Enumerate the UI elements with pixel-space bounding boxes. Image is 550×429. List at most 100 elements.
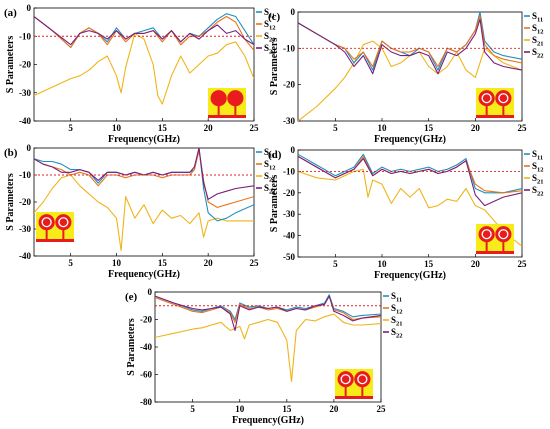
antenna-feed: [62, 228, 65, 242]
antenna-feed: [234, 104, 237, 118]
y-tick-label: -30: [283, 209, 295, 219]
x-axis-title: Frequency(GHz): [108, 134, 180, 145]
antenna-ground: [36, 239, 74, 242]
series-line-s11: [298, 153, 522, 194]
x-tick-label: 10: [112, 123, 122, 133]
antenna-patch: [495, 90, 512, 107]
antenna-feed: [485, 240, 488, 254]
y-tick-label: -10: [19, 31, 31, 41]
legend-entry: S22: [264, 183, 276, 196]
legend-entry: S12: [264, 159, 276, 172]
legend-entry: S11: [264, 147, 275, 160]
series-line-s11: [298, 12, 522, 71]
x-tick-label: 20: [204, 123, 214, 133]
x-tick-label: 5: [333, 123, 338, 133]
antenna-slot: [481, 229, 492, 240]
legend-entry: S11: [391, 291, 402, 304]
x-tick-label: 25: [250, 123, 260, 133]
y-axis-title: S Parameters: [269, 175, 280, 233]
antenna-slot: [41, 217, 52, 228]
legend-entry: S11: [264, 7, 275, 20]
series-line-s12: [298, 15, 522, 68]
x-tick-label: 10: [378, 259, 388, 269]
y-tick-label: -30: [19, 224, 31, 234]
y-tick-label: -40: [19, 251, 31, 261]
legend-entry: S21: [264, 31, 276, 44]
antenna-icon: [476, 224, 514, 254]
antenna-ground: [208, 115, 246, 118]
antenna-feed: [361, 385, 364, 399]
legend-entry: S11: [532, 11, 543, 24]
antenna-icon: [36, 212, 74, 242]
antenna-slot: [481, 93, 492, 104]
antenna-feed: [485, 104, 488, 118]
x-axis-title: Frequency(GHz): [232, 415, 304, 426]
series-line-s21: [34, 174, 254, 252]
antenna-feed: [45, 228, 48, 242]
x-tick-label: 20: [204, 258, 214, 268]
legend-entry: S21: [391, 315, 403, 328]
y-tick-label: 0: [291, 145, 296, 155]
y-tick-label: -10: [283, 166, 295, 176]
antenna-ground: [476, 115, 514, 118]
x-axis-title: Frequency(GHz): [374, 134, 446, 145]
y-tick-label: -10: [283, 43, 295, 53]
y-tick-label: -40: [283, 231, 295, 241]
antenna-slot: [58, 217, 69, 228]
panel-label: (b): [4, 147, 18, 159]
x-tick-label: 20: [471, 123, 481, 133]
x-tick-label: 5: [68, 123, 73, 133]
chart-panel-b: 5 10 15 20 25 0 -10 -20 -30 -40 Frequency(GHz) S Pa…: [4, 143, 276, 280]
y-tick-label: -20: [283, 80, 295, 90]
antenna-icon: [476, 88, 514, 118]
series-line-s22: [298, 18, 522, 75]
legend-entry: S21: [532, 173, 544, 186]
y-tick-label: -80: [140, 397, 152, 407]
legend-entry: S21: [532, 35, 544, 48]
x-tick-label: 25: [518, 123, 528, 133]
antenna-feed: [217, 104, 220, 118]
y-tick-label: 0: [27, 143, 32, 153]
y-axis-title: S Parameters: [126, 318, 137, 376]
y-axis-title: S Parameters: [5, 173, 16, 231]
antenna-patch: [210, 90, 227, 107]
legend-entry: S22: [532, 185, 544, 198]
y-tick-label: -10: [19, 170, 31, 180]
x-tick-label: 25: [518, 259, 528, 269]
x-axis-title: Frequency(GHz): [108, 269, 180, 280]
y-tick-label: -20: [19, 60, 31, 70]
plot-frame: [297, 149, 523, 258]
series-line-s22: [34, 16, 254, 46]
panel-label: (d): [268, 149, 282, 161]
legend-entry: S21: [264, 171, 276, 184]
plot-frame: [297, 11, 523, 122]
panel-label: (c): [268, 11, 281, 23]
series-line-s11: [34, 148, 254, 222]
antenna-patch: [478, 90, 495, 107]
y-tick-label: -20: [283, 188, 295, 198]
y-tick-label: -40: [19, 116, 31, 126]
y-tick-label: 0: [27, 3, 32, 13]
x-tick-label: 20: [471, 259, 481, 269]
antenna-patch: [227, 90, 244, 107]
antenna-icon: [335, 369, 373, 399]
x-tick-label: 10: [235, 404, 245, 414]
series-line-s21: [155, 313, 381, 382]
antenna-feed: [502, 104, 505, 118]
antenna-slot: [357, 374, 368, 385]
antenna-slot: [498, 93, 509, 104]
series-line-s12: [34, 150, 254, 208]
x-tick-label: 10: [378, 123, 388, 133]
chart-panel-e: 5 10 15 20 25 0 -20 -40 -60 -80 Frequency(GHz) S Pa…: [125, 287, 403, 426]
panel-label: (a): [4, 7, 17, 19]
panel-label: (e): [125, 291, 138, 303]
x-tick-label: 25: [250, 258, 260, 268]
y-tick-label: -40: [140, 342, 152, 352]
chart-panel-a: 5 10 15 20 25 0 -10 -20 -30 -40 Frequency(GHz) S Pa…: [4, 3, 276, 145]
x-tick-label: 15: [282, 404, 292, 414]
x-tick-label: 15: [158, 123, 168, 133]
x-tick-label: 5: [68, 258, 73, 268]
antenna-feed: [344, 385, 347, 399]
antenna-feed: [502, 240, 505, 254]
